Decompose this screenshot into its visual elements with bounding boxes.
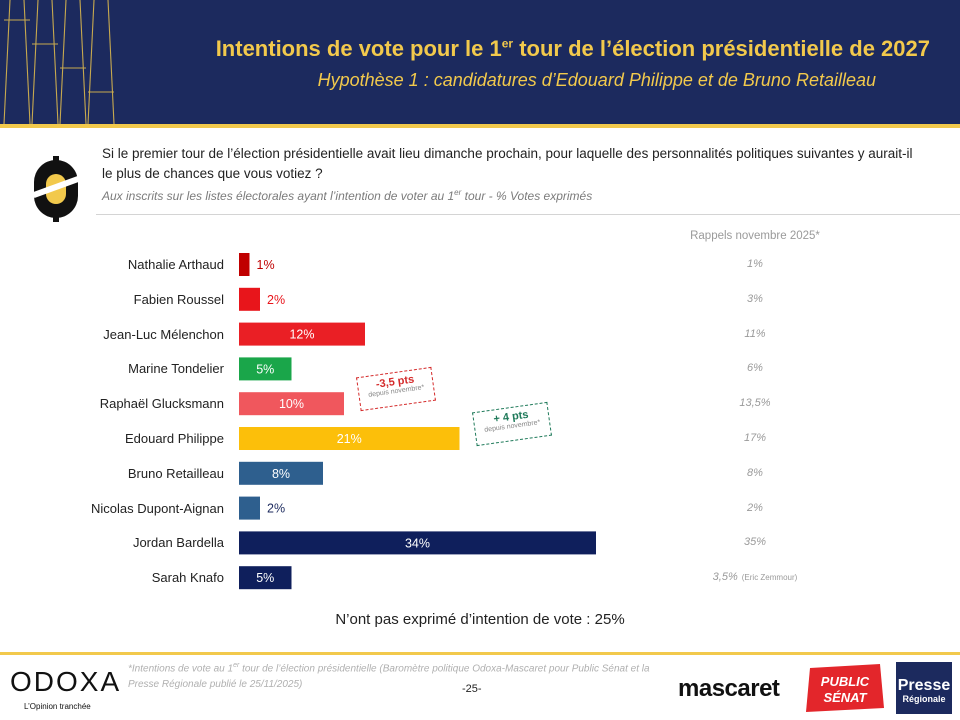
odoxa-tagline: L’Opinion tranchée <box>24 702 91 711</box>
recall-value: 3% <box>747 292 763 305</box>
mascaret-logo: mascaret <box>678 675 780 702</box>
presse-regionale-logo: Presse Régionale <box>896 662 952 714</box>
recall-value: 8% <box>747 466 763 479</box>
footer-line <box>0 652 960 655</box>
candidate-name: Raphaël Glucksmann <box>99 396 224 412</box>
bar-value-label: 5% <box>256 571 274 585</box>
bar <box>239 357 292 381</box>
bar <box>239 392 344 416</box>
recall-value: 6% <box>747 362 763 375</box>
page-title: Intentions de vote pour le 1er tour de l… <box>215 36 930 61</box>
recall-value: 13,5% <box>739 397 771 410</box>
bar-value-label: 21% <box>337 432 362 446</box>
bar <box>239 322 365 346</box>
recall-value: 3,5% (Eric Zemmour) <box>712 571 798 584</box>
question-text: Si le premier tour de l’élection préside… <box>102 146 913 181</box>
svg-text:SÉNAT: SÉNAT <box>823 690 867 705</box>
odoxa-o-icon <box>32 156 80 222</box>
svg-text:PUBLIC: PUBLIC <box>821 674 870 689</box>
footnote: *Intentions de vote au 1er tour de l’éle… <box>128 662 650 691</box>
bar-value-label: 12% <box>289 328 314 342</box>
bar <box>239 531 596 555</box>
bar-value-label: 10% <box>279 397 304 411</box>
bar-value-label: 8% <box>272 467 290 481</box>
candidate-name: Nathalie Arthaud <box>127 257 224 272</box>
recall-value: 1% <box>747 258 763 270</box>
candidate-name: Jordan Bardella <box>132 535 224 551</box>
candidate-name: Bruno Retailleau <box>127 465 224 481</box>
recall-value: 11% <box>744 327 766 340</box>
divider <box>96 214 960 215</box>
bar-value-label: 2% <box>267 502 285 516</box>
header-banner: Intentions de vote pour le 1er tour de l… <box>0 0 960 124</box>
odoxa-logo: ODOXA <box>10 666 122 697</box>
candidate-name: Edouard Philippe <box>124 431 224 446</box>
bar-value-label: 1% <box>257 258 275 272</box>
candidate-name: Nicolas Dupont-Aignan <box>91 500 224 516</box>
recall-value: 17% <box>743 432 767 444</box>
recall-header: Rappels novembre 2025* <box>690 230 820 242</box>
recall-value: 35% <box>743 536 767 549</box>
recall-note: (Eric Zemmour) <box>741 573 798 583</box>
bar <box>239 253 250 276</box>
header-pattern <box>3 0 115 124</box>
bar <box>239 427 460 450</box>
bar-value-label: 2% <box>267 293 285 307</box>
bar-value-label: 5% <box>256 362 274 376</box>
candidate-name: Fabien Roussel <box>133 291 224 307</box>
recall-value: 2% <box>747 501 763 514</box>
public-senat-logo: PUBLIC SÉNAT <box>806 664 884 712</box>
no-vote-text: N’ont pas exprimé d’intention de vote : … <box>335 611 625 628</box>
bar <box>239 566 292 590</box>
question-note: Aux inscrits sur les listes électorales … <box>102 188 593 203</box>
bar-value-label: 34% <box>405 536 430 550</box>
bar <box>239 461 323 485</box>
candidate-name: Sarah Knafo <box>151 570 224 586</box>
bar <box>239 496 260 520</box>
header-stripe <box>0 124 960 128</box>
page-subtitle: Hypothèse 1 : candidatures d’Edouard Phi… <box>317 70 876 90</box>
candidate-name: Jean-Luc Mélenchon <box>103 326 224 342</box>
bar <box>239 287 260 311</box>
page-number: -25- <box>462 683 482 695</box>
candidate-name: Marine Tondelier <box>128 361 224 377</box>
